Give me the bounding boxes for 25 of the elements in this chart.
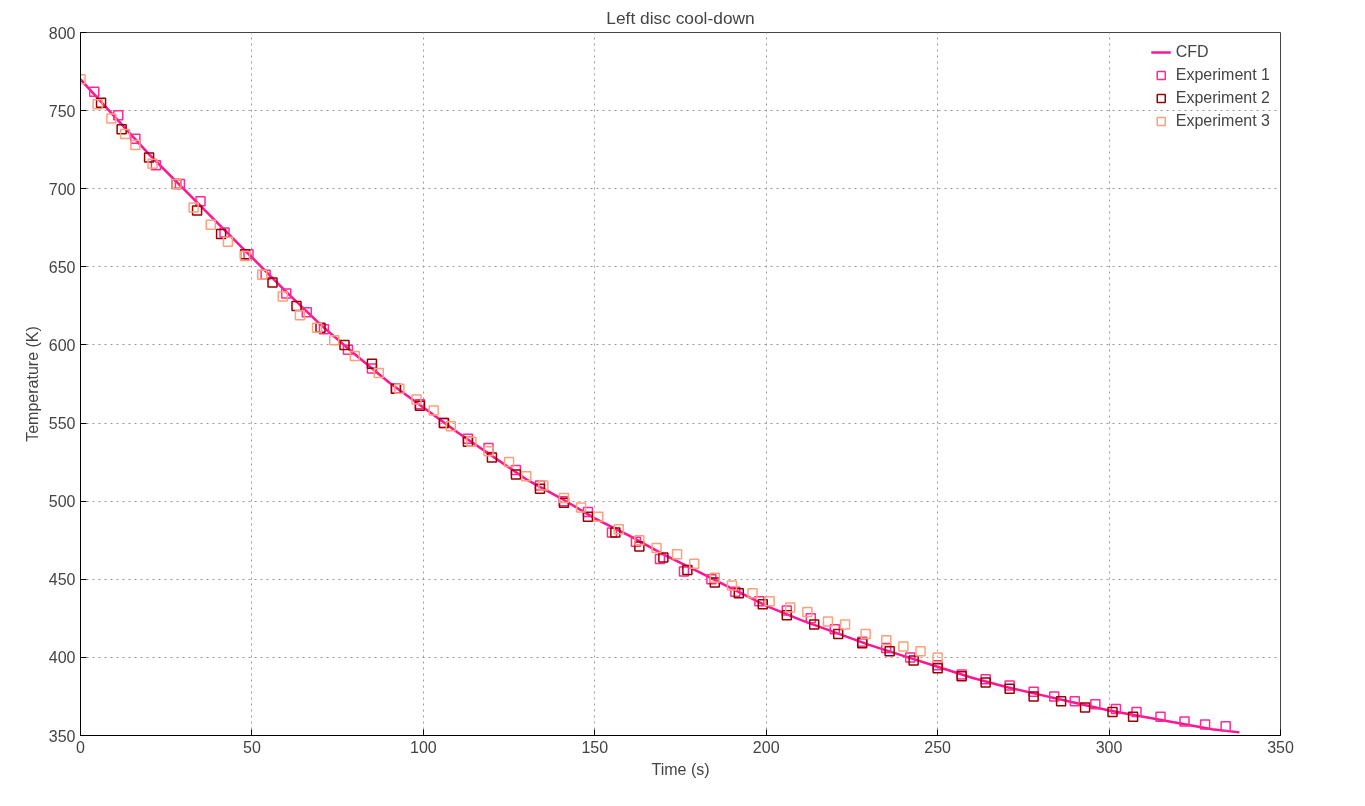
x-axis-title: Time (s) (651, 760, 710, 778)
x-tick-label: 100 (410, 738, 437, 756)
y-tick-label: 750 (48, 102, 76, 120)
x-tick-label: 50 (243, 738, 261, 756)
y-tick-label: 600 (48, 336, 76, 354)
x-tick-label: 200 (752, 738, 780, 756)
y-tick-label: 500 (48, 493, 76, 511)
legend-label: Experiment 1 (1175, 66, 1270, 84)
legend-label: Experiment 2 (1175, 89, 1270, 107)
y-tick-label: 650 (48, 258, 76, 276)
y-tick-label: 800 (48, 24, 76, 42)
chart-title: Left disc cool-down (606, 7, 755, 28)
x-tick-label: 250 (924, 738, 952, 756)
x-tick-label: 300 (1095, 738, 1123, 756)
y-tick-label: 350 (48, 727, 76, 745)
x-tick-label: 150 (581, 738, 609, 756)
y-tick-label: 550 (48, 415, 76, 433)
y-tick-label: 400 (48, 649, 76, 667)
legend-label: CFD (1175, 43, 1209, 61)
y-tick-label: 450 (48, 571, 76, 589)
x-tick-label: 0 (76, 738, 86, 756)
x-tick-label: 350 (1267, 738, 1294, 756)
y-tick-label: 700 (48, 180, 76, 198)
y-axis-title: Temperature (K) (23, 326, 41, 442)
legend-label: Experiment 3 (1175, 112, 1270, 130)
